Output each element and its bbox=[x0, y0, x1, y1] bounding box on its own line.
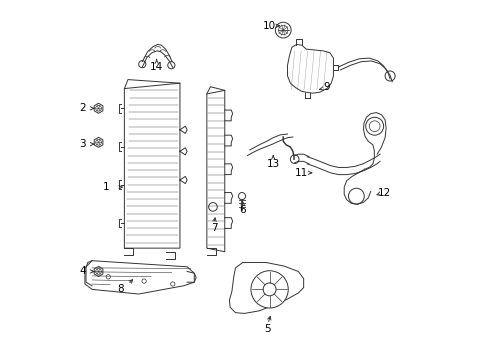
Circle shape bbox=[106, 275, 110, 279]
Circle shape bbox=[278, 26, 287, 35]
Circle shape bbox=[250, 271, 287, 308]
Polygon shape bbox=[287, 44, 333, 93]
Text: 8: 8 bbox=[117, 284, 124, 294]
Text: 6: 6 bbox=[239, 206, 245, 216]
Polygon shape bbox=[229, 262, 303, 314]
Polygon shape bbox=[94, 137, 102, 147]
Circle shape bbox=[167, 62, 175, 69]
Circle shape bbox=[275, 22, 290, 38]
Text: 7: 7 bbox=[210, 224, 217, 233]
Circle shape bbox=[368, 121, 379, 132]
Circle shape bbox=[170, 282, 175, 286]
Circle shape bbox=[96, 139, 101, 145]
Polygon shape bbox=[94, 266, 102, 276]
Text: 14: 14 bbox=[150, 62, 163, 72]
Circle shape bbox=[238, 193, 245, 200]
Text: 13: 13 bbox=[266, 159, 279, 169]
Circle shape bbox=[208, 203, 217, 211]
Text: 1: 1 bbox=[103, 182, 109, 192]
Circle shape bbox=[348, 188, 364, 204]
Text: 4: 4 bbox=[79, 266, 85, 276]
Text: 3: 3 bbox=[79, 139, 85, 149]
Circle shape bbox=[365, 117, 383, 135]
Circle shape bbox=[96, 269, 101, 274]
Text: 5: 5 bbox=[264, 324, 270, 334]
Circle shape bbox=[290, 155, 298, 163]
Polygon shape bbox=[124, 83, 180, 248]
Text: 10: 10 bbox=[263, 21, 276, 31]
Text: 2: 2 bbox=[79, 103, 85, 113]
Polygon shape bbox=[85, 261, 194, 294]
Circle shape bbox=[139, 60, 145, 68]
Circle shape bbox=[142, 279, 146, 283]
Text: 9: 9 bbox=[323, 82, 329, 92]
Polygon shape bbox=[206, 90, 224, 252]
Circle shape bbox=[96, 105, 101, 111]
Polygon shape bbox=[94, 103, 102, 113]
Circle shape bbox=[263, 283, 276, 296]
Text: 11: 11 bbox=[295, 168, 308, 178]
Circle shape bbox=[384, 71, 394, 81]
Text: 12: 12 bbox=[377, 188, 390, 198]
